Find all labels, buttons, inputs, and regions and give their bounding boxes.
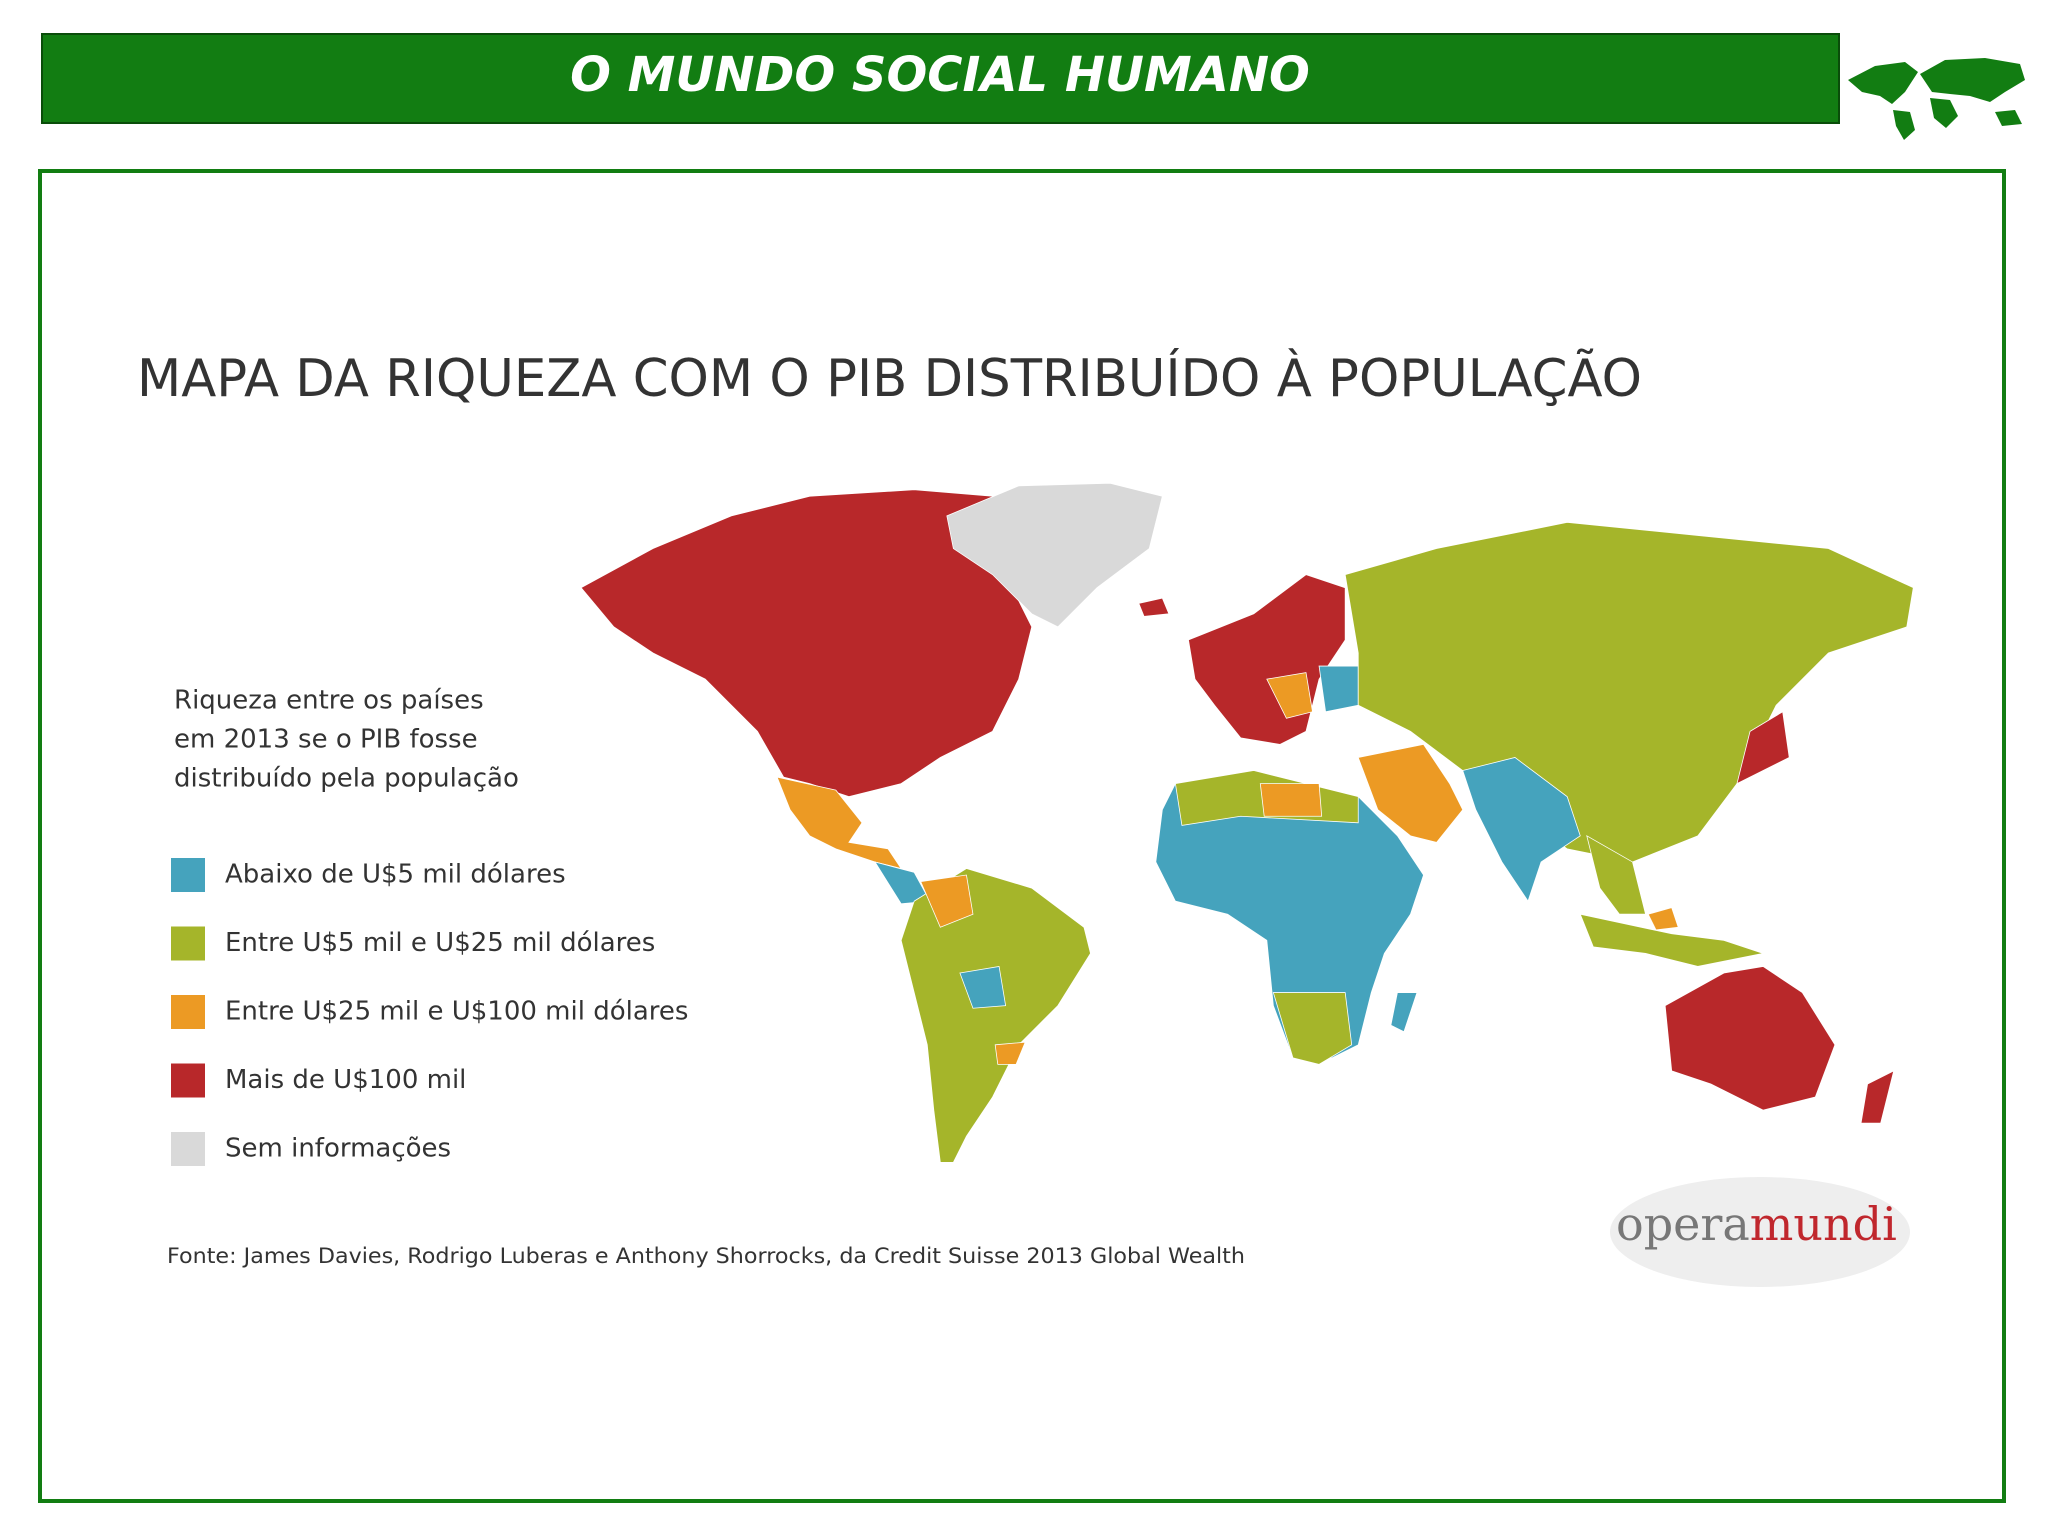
legend: Riqueza entre os países em 2013 se o PIB … — [171, 686, 688, 1166]
legend-label: Mais de U$100 mil — [225, 1065, 466, 1095]
southeast-asia — [1586, 835, 1647, 915]
legend-swatch — [171, 858, 205, 892]
japan — [1736, 711, 1790, 785]
logo: operamundi — [1610, 1177, 1910, 1287]
iceland — [1138, 597, 1170, 617]
middle-east — [1357, 743, 1464, 843]
greenland — [946, 482, 1163, 628]
logo-background — [1610, 1177, 1910, 1287]
chile-argentina — [994, 1041, 1026, 1065]
legend-heading-line: Riqueza entre os países — [174, 686, 484, 716]
legend-swatch — [171, 926, 205, 961]
header-title: O MUNDO SOCIAL HUMANO — [570, 47, 1310, 103]
bolivia — [959, 965, 1007, 1009]
source-note: Fonte: James Davies, Rodrigo Luberas e A… — [167, 1244, 1245, 1268]
world-map — [580, 482, 1914, 1163]
legend-swatch — [171, 1063, 205, 1098]
legend-swatch — [171, 995, 205, 1029]
legend-heading-line: distribuído pela população — [174, 764, 519, 794]
australia — [1664, 966, 1836, 1111]
header-bar — [41, 33, 1840, 124]
legend-label: Abaixo de U$5 mil dólares — [225, 860, 566, 890]
legend-heading-line: em 2013 se o PIB fosse — [174, 725, 478, 755]
madagascar — [1390, 992, 1418, 1033]
legend-label: Sem informações — [225, 1134, 451, 1164]
logo-first: opera — [1616, 1197, 1750, 1251]
header-globe-icon — [1848, 58, 2025, 140]
libya-egypt — [1259, 783, 1323, 817]
north-america — [580, 489, 1033, 798]
venezuela — [920, 874, 974, 928]
africa — [1155, 770, 1424, 1059]
map-title: MAPA DA RIQUEZA COM O PIB DISTRIBUÍDO À … — [137, 348, 1642, 409]
legend-label: Entre U$5 mil e U$25 mil dólares — [225, 928, 655, 958]
legend-label: Entre U$25 mil e U$100 mil dólares — [225, 997, 688, 1027]
ukraine — [1318, 665, 1359, 713]
eastern-europe — [1266, 672, 1313, 719]
india — [1462, 757, 1581, 903]
new-zealand — [1860, 1070, 1895, 1124]
logo-text: operamundi — [1616, 1197, 1897, 1251]
logo-second: mundi — [1750, 1197, 1897, 1251]
south-america — [900, 868, 1091, 1163]
indonesia — [1579, 913, 1765, 967]
mexico — [776, 776, 903, 870]
southern-africa — [1272, 992, 1353, 1065]
malaysia — [1647, 907, 1679, 931]
legend-swatch — [171, 1132, 205, 1166]
